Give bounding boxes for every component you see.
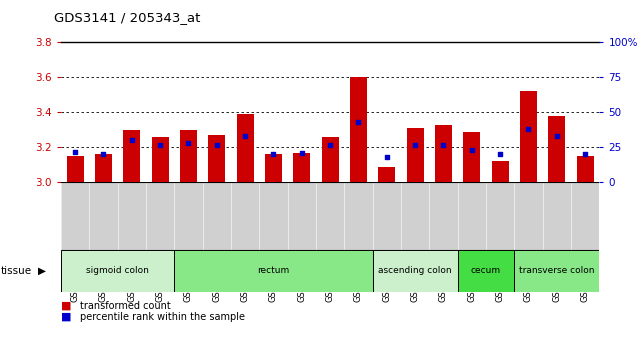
Point [70,149,80,154]
Bar [294,153,310,182]
Bar [492,161,509,182]
Bar [514,250,599,292]
Bar [61,250,174,292]
Bar [406,128,424,182]
Point [580,152,590,157]
Point [467,147,477,153]
Point [212,142,222,147]
Text: cecum: cecum [471,266,501,275]
Bar [265,154,282,182]
Point [410,142,420,147]
Bar [435,125,452,182]
Bar [520,91,537,182]
Text: GDS3141 / 205343_at: GDS3141 / 205343_at [54,11,201,24]
Bar [322,137,338,182]
Bar [174,250,372,292]
Bar [463,132,480,182]
Bar [67,156,83,182]
Text: ▶: ▶ [38,266,46,276]
Text: ascending colon: ascending colon [378,266,452,275]
Bar [95,154,112,182]
Bar [350,78,367,182]
Point [155,142,165,147]
Point [523,126,533,132]
Point [240,133,250,139]
Text: rectum: rectum [257,266,290,275]
Text: ■: ■ [61,301,71,310]
Bar [577,156,594,182]
Point [381,154,392,160]
Bar [372,250,458,292]
Point [495,152,505,157]
Point [552,133,562,139]
Point [353,119,363,125]
Text: transformed count: transformed count [80,301,171,310]
Text: transverse colon: transverse colon [519,266,595,275]
Text: tissue: tissue [1,266,32,276]
Point [325,142,335,147]
Text: percentile rank within the sample: percentile rank within the sample [80,312,245,322]
Bar [548,116,565,182]
Bar [151,137,169,182]
Text: ■: ■ [61,312,71,322]
Bar [378,167,395,182]
Point [127,137,137,143]
Bar [180,130,197,182]
Bar [237,114,254,182]
Point [297,150,307,156]
Bar [208,135,225,182]
Text: sigmoid colon: sigmoid colon [86,266,149,275]
Point [183,140,194,146]
Point [98,152,108,157]
Point [269,152,279,157]
Bar [123,130,140,182]
Bar [458,250,514,292]
Point [438,142,449,147]
